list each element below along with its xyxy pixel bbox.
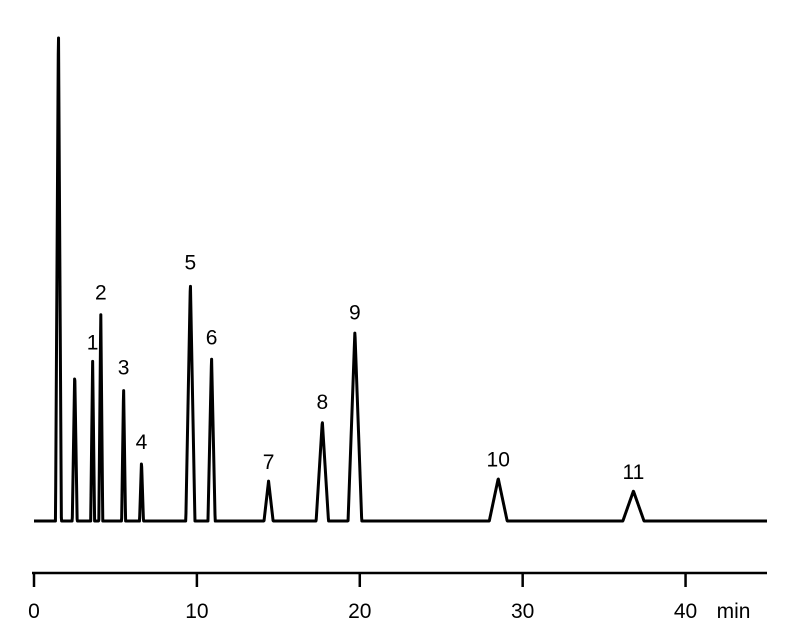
peak-label-3: 3 — [118, 356, 130, 379]
x-axis-unit-label: min — [717, 600, 751, 623]
peak-label-7: 7 — [263, 451, 275, 474]
x-axis: 0 10 20 30 40 min — [28, 571, 767, 623]
peak-label-layer: 1 2 3 4 5 6 7 8 9 10 11 — [87, 251, 645, 484]
x-tick-label-40: 40 — [674, 600, 697, 623]
x-tick-label-10: 10 — [185, 600, 208, 623]
trace-layer — [32, 36, 769, 523]
x-tick-label-0: 0 — [28, 600, 40, 623]
peak-label-4: 4 — [136, 431, 148, 454]
peak-label-2: 2 — [95, 281, 107, 304]
x-tick-label-20: 20 — [348, 600, 371, 623]
peak-label-9: 9 — [349, 301, 361, 324]
peak-label-10: 10 — [487, 449, 510, 472]
x-tick-label-30: 30 — [511, 600, 534, 623]
peak-label-1: 1 — [87, 331, 99, 354]
peak-label-11: 11 — [623, 461, 645, 484]
chromatogram-trace — [32, 36, 769, 523]
peak-label-6: 6 — [206, 326, 218, 349]
peak-label-5: 5 — [185, 251, 197, 274]
peak-label-8: 8 — [316, 391, 328, 414]
